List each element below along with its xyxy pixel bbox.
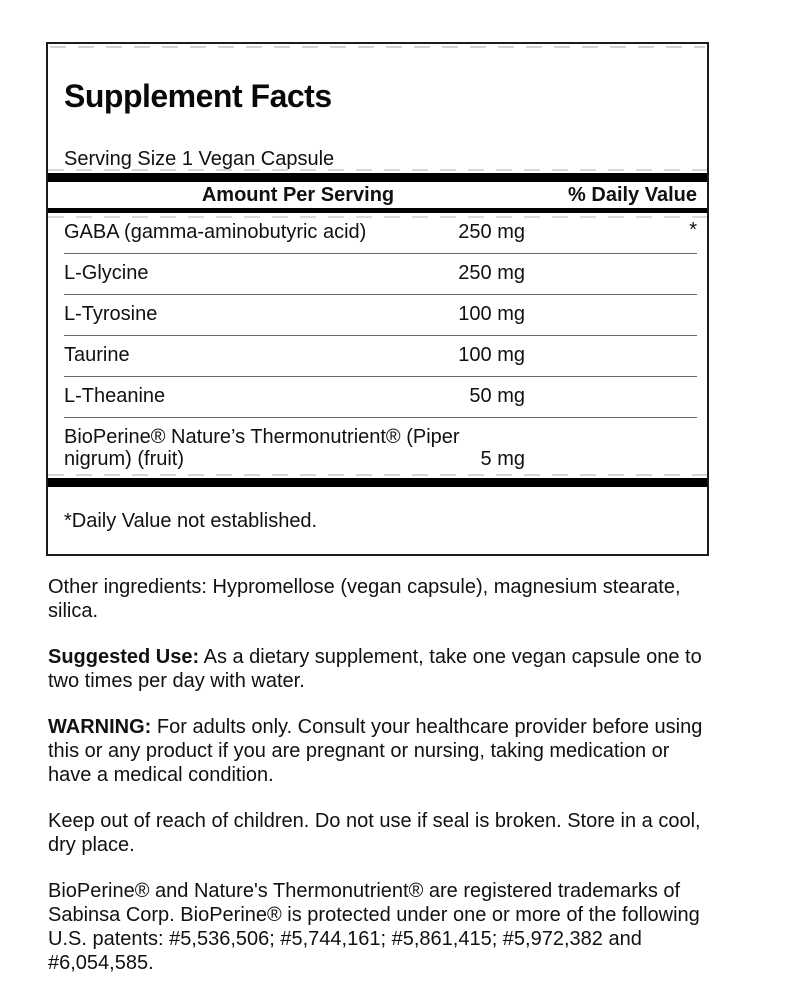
divider-bar-header	[48, 208, 707, 218]
serving-size: Serving Size 1 Vegan Capsule	[64, 148, 335, 170]
panel-title: Supplement Facts	[64, 78, 332, 114]
suggested-use-text: As a dietary supplement, take one vegan …	[48, 646, 702, 692]
ingredient-name: Taurine	[64, 344, 130, 366]
ingredient-amount: 5 mg	[480, 448, 525, 470]
daily-value-footnote: *Daily Value not established.	[64, 510, 318, 532]
suggested-use-label: Suggested Use:	[48, 646, 200, 668]
table-row: Taurine 100 mg	[64, 336, 697, 377]
column-header-daily-value: % Daily Value	[568, 184, 697, 206]
ingredient-daily-value: *	[689, 219, 697, 241]
ingredient-name: L-Glycine	[64, 262, 149, 284]
panel-head: Supplement Facts Serving Size 1 Vegan Ca…	[48, 76, 707, 171]
ingredient-name: GABA (gamma-aminobutyric acid)	[64, 221, 367, 243]
warning-text: For adults only. Consult your healthcare…	[48, 716, 703, 786]
divider-bar-bottom	[48, 474, 707, 487]
column-header-amount: Amount Per Serving	[201, 184, 395, 206]
supplement-facts-panel: Supplement Facts Serving Size 1 Vegan Ca…	[46, 42, 709, 556]
table-header: Amount Per Serving % Daily Value	[48, 182, 707, 208]
other-ingredients-paragraph: Other ingredients: Hypromellose (vegan c…	[48, 575, 706, 623]
table-row: L-Tyrosine 100 mg	[64, 295, 697, 336]
ingredient-name: L-Tyrosine	[64, 303, 158, 325]
label-info-text: Other ingredients: Hypromellose (vegan c…	[48, 575, 706, 997]
warning-label: WARNING:	[48, 716, 152, 738]
ingredient-amount: 100 mg	[458, 344, 525, 366]
table-row: L-Glycine 250 mg	[64, 254, 697, 295]
storage-paragraph: Keep out of reach of children. Do not us…	[48, 809, 706, 857]
other-ingredients-text: Other ingredients: Hypromellose (vegan c…	[48, 576, 681, 622]
suggested-use-paragraph: Suggested Use: As a dietary supplement, …	[48, 645, 706, 693]
table-row: GABA (gamma-aminobutyric acid) 250 mg *	[64, 213, 697, 254]
ingredient-amount: 100 mg	[458, 303, 525, 325]
storage-text: Keep out of reach of children. Do not us…	[48, 810, 701, 856]
table-row: L-Theanine 50 mg	[64, 377, 697, 418]
ingredient-amount: 50 mg	[469, 385, 525, 407]
trademark-paragraph: BioPerine® and Nature's Thermonutrient® …	[48, 879, 706, 975]
divider-bar-top	[48, 169, 707, 182]
ingredient-amount: 250 mg	[458, 262, 525, 284]
ingredient-table: GABA (gamma-aminobutyric acid) 250 mg * …	[64, 213, 697, 478]
ingredient-name: L-Theanine	[64, 385, 166, 407]
table-row: BioPerine® Nature’s Thermonutrient® (Pip…	[64, 418, 697, 478]
ingredient-name: BioPerine® Nature’s Thermonutrient® (Pip…	[64, 426, 460, 470]
ingredient-amount: 250 mg	[458, 221, 525, 243]
trademark-text: BioPerine® and Nature's Thermonutrient® …	[48, 880, 700, 974]
warning-paragraph: WARNING: For adults only. Consult your h…	[48, 715, 706, 787]
